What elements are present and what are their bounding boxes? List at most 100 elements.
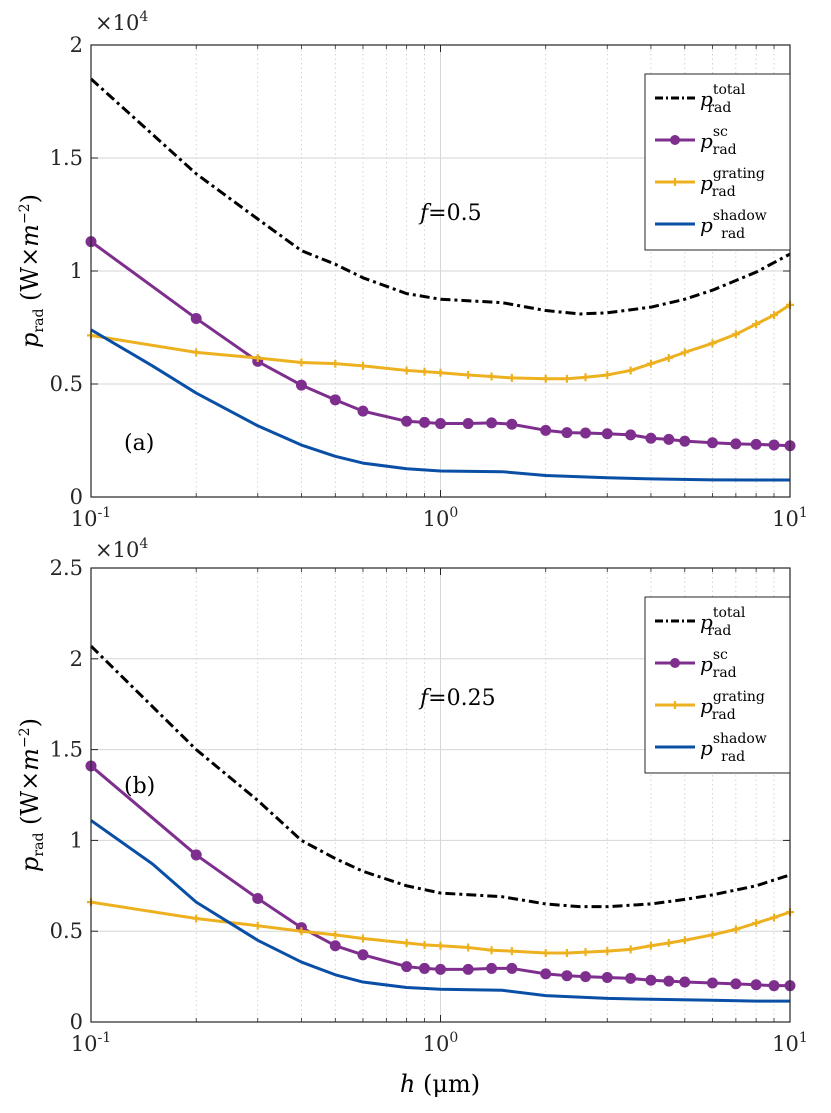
data-point <box>401 961 413 973</box>
data-point <box>601 428 613 440</box>
legend-marker <box>671 178 679 186</box>
data-point <box>462 418 474 430</box>
x-tick-label: 101 <box>772 505 808 531</box>
data-point <box>626 945 635 954</box>
data-point <box>486 417 498 429</box>
legend-label: psc rad <box>700 124 737 158</box>
series-line-total <box>89 77 791 316</box>
data-point <box>462 963 474 975</box>
data-point <box>464 943 473 952</box>
legend-label: ptotal rad <box>700 605 746 639</box>
data-point <box>401 415 413 427</box>
legend-label: psc rad <box>700 647 737 681</box>
x-tick-label: 100 <box>423 505 459 531</box>
data-point <box>626 366 635 375</box>
series-line-shadow <box>90 819 790 1003</box>
data-point <box>435 418 446 430</box>
y-tick-label: 0 <box>70 485 83 509</box>
data-point <box>253 354 262 363</box>
annotation: f=0.5 <box>418 201 482 226</box>
data-point <box>540 968 552 980</box>
panel-label: (a) <box>124 431 154 456</box>
data-point <box>731 330 740 339</box>
y-tick-label: 0.5 <box>50 919 83 943</box>
data-point <box>580 971 592 983</box>
legend-box <box>644 73 791 251</box>
data-point <box>402 366 411 375</box>
y-tick-label: 1.5 <box>50 146 83 170</box>
legend-label: pshadow rad <box>700 208 767 242</box>
x-tick-label: 101 <box>772 1030 808 1056</box>
data-point <box>435 963 446 975</box>
data-point <box>645 432 657 444</box>
data-point <box>507 373 516 382</box>
data-point <box>680 936 689 945</box>
y-tick-label: 1 <box>70 259 83 283</box>
data-point <box>252 893 264 905</box>
data-point <box>706 977 718 989</box>
y-tick-label: 2 <box>70 647 83 671</box>
y-multiplier: ×104 <box>95 9 148 35</box>
data-point <box>436 368 445 377</box>
data-point <box>708 339 717 348</box>
data-point <box>253 921 262 930</box>
data-point <box>750 979 762 991</box>
y-tick-label: 0.5 <box>50 372 83 396</box>
data-point <box>297 927 306 936</box>
data-point <box>402 939 411 948</box>
data-point <box>706 437 718 449</box>
data-point <box>679 976 691 988</box>
data-point <box>731 925 740 934</box>
data-point <box>561 427 573 439</box>
data-point <box>680 348 689 357</box>
data-point <box>357 949 369 961</box>
data-point <box>752 919 761 928</box>
data-point <box>768 980 780 992</box>
data-point <box>770 913 779 922</box>
data-point <box>190 312 202 324</box>
data-point <box>664 354 673 363</box>
panel-label: (b) <box>124 774 155 799</box>
y-tick-label: 2.5 <box>50 556 83 580</box>
x-axis-label: h (μm) <box>400 1070 480 1098</box>
legend-label: pgrating rad <box>700 689 765 723</box>
data-point <box>562 948 571 957</box>
data-point <box>768 439 780 451</box>
data-point <box>664 939 673 948</box>
y-tick-label: 0 <box>70 1010 83 1034</box>
data-point <box>540 424 552 436</box>
data-point <box>603 947 612 956</box>
data-point <box>625 972 637 984</box>
series-line-total <box>89 645 791 909</box>
data-point <box>331 359 340 368</box>
data-point <box>436 941 445 950</box>
legend-marker <box>670 135 680 145</box>
data-point <box>295 379 307 391</box>
data-point <box>663 975 675 987</box>
data-point <box>297 358 306 367</box>
data-point <box>190 849 202 861</box>
data-point <box>770 311 779 320</box>
x-tick-label: 10-1 <box>71 505 111 531</box>
data-point <box>750 438 762 450</box>
y-axis-label: prad (W×m−2) <box>16 718 47 872</box>
legend-marker <box>670 658 680 668</box>
data-point <box>541 374 550 383</box>
legend-label: ptotal rad <box>700 82 746 116</box>
x-tick-label: 100 <box>423 1030 459 1056</box>
y-axis-label: prad (W×m−2) <box>16 194 47 348</box>
data-point <box>730 978 742 990</box>
data-point <box>679 435 691 447</box>
data-point <box>541 948 550 957</box>
data-point <box>192 348 201 357</box>
data-point <box>420 940 429 949</box>
data-point <box>580 427 592 439</box>
data-point <box>331 930 340 939</box>
legend-label: pgrating rad <box>700 166 765 200</box>
data-point <box>506 418 518 430</box>
data-point <box>663 433 675 445</box>
data-point <box>358 361 367 370</box>
y-tick-label: 1 <box>70 828 83 852</box>
panel-a: 0 0.5 1 1.5 2 10-1 100 101 ×104 prad (W×m−2) f=0.5… <box>16 9 808 531</box>
